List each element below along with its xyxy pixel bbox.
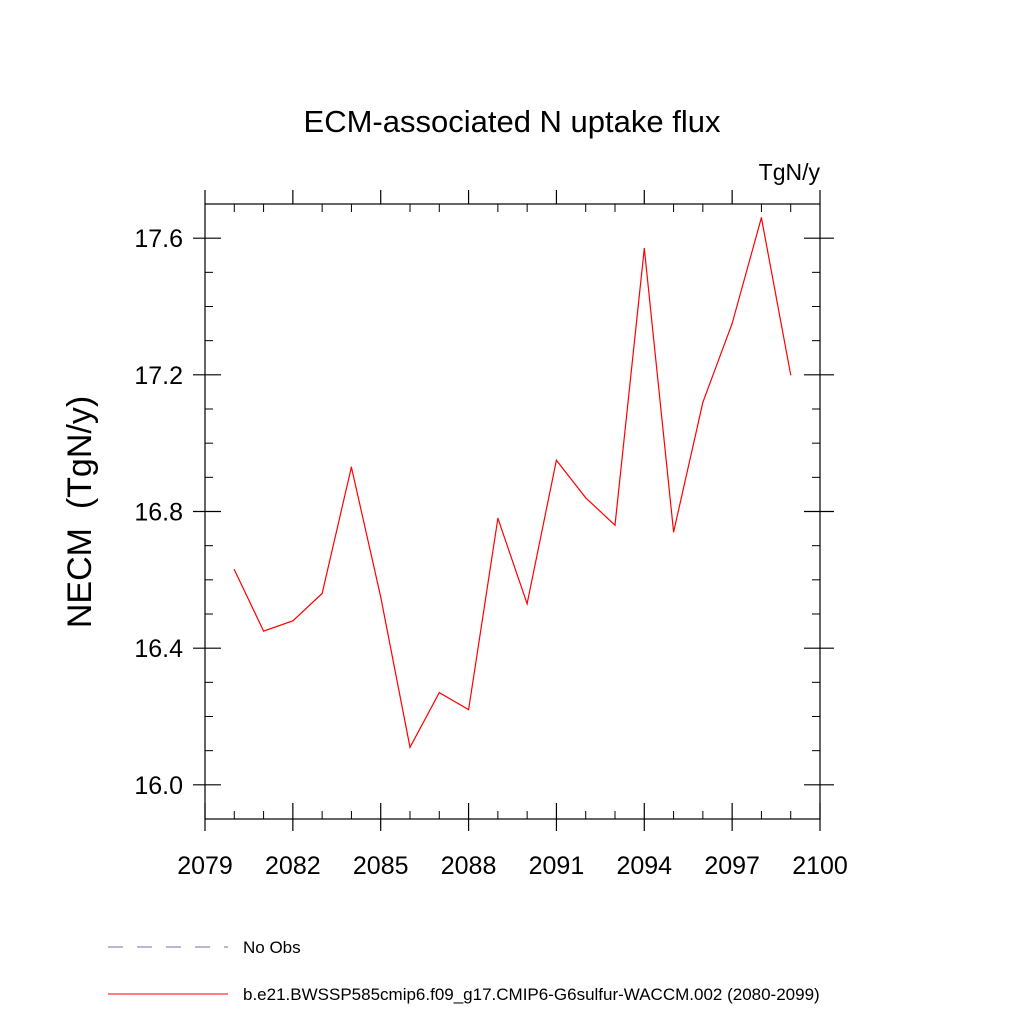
x-tick-label: 2097 [704, 852, 760, 880]
data-point [467, 709, 470, 711]
data-point [350, 466, 353, 468]
x-tick-label: 2091 [529, 852, 585, 880]
data-point [497, 517, 499, 519]
y-tick-label: 16.0 [134, 772, 183, 800]
legend-label: No Obs [243, 938, 301, 957]
x-tick-label: 2094 [616, 852, 672, 880]
units-label: TgN/y [759, 159, 821, 185]
y-tick-label: 16.8 [134, 499, 183, 527]
tick-labels: 2079 2082 2085 2088 2091 2094 2097 2100 16.0 16.4… [134, 225, 847, 880]
x-tick-label: 2100 [792, 852, 848, 880]
series-line [233, 217, 792, 750]
data-point [672, 531, 675, 533]
data-point [321, 592, 323, 595]
data-point [262, 630, 265, 632]
data-point [233, 568, 235, 571]
x-tick-label: 2088 [441, 852, 497, 880]
data-point [614, 524, 616, 526]
y-tick-label: 17.6 [134, 225, 183, 253]
plot-frame [204, 203, 821, 820]
y-tick-label: 16.4 [134, 635, 183, 663]
data-point [409, 746, 411, 748]
y-tick-label: 17.2 [134, 362, 183, 390]
data-point [555, 459, 558, 461]
data-point [790, 374, 792, 376]
data-point [380, 596, 382, 598]
data-point [702, 401, 704, 403]
data-point [643, 247, 645, 250]
y-axis-label: NECM (TgN/y) [61, 396, 99, 628]
axes [193, 190, 834, 831]
x-tick-label: 2085 [353, 852, 409, 880]
legend-label: b.e21.BWSSP585cmip6.f09_g17.CMIP6-G6sulf… [243, 985, 820, 1004]
x-tick-label: 2082 [265, 852, 321, 880]
data-point [585, 497, 587, 499]
x-tick-label: 2079 [177, 852, 233, 880]
data-point [292, 620, 294, 622]
data-point [526, 603, 528, 605]
chart-title: ECM-associated N uptake flux [304, 104, 721, 139]
data-point [438, 691, 440, 694]
data-point [731, 322, 733, 325]
data-point [760, 217, 763, 219]
legend: No Obs b.e21.BWSSP585cmip6.f09_g17.CMIP6-… [108, 938, 820, 1004]
series-layer [233, 217, 792, 750]
